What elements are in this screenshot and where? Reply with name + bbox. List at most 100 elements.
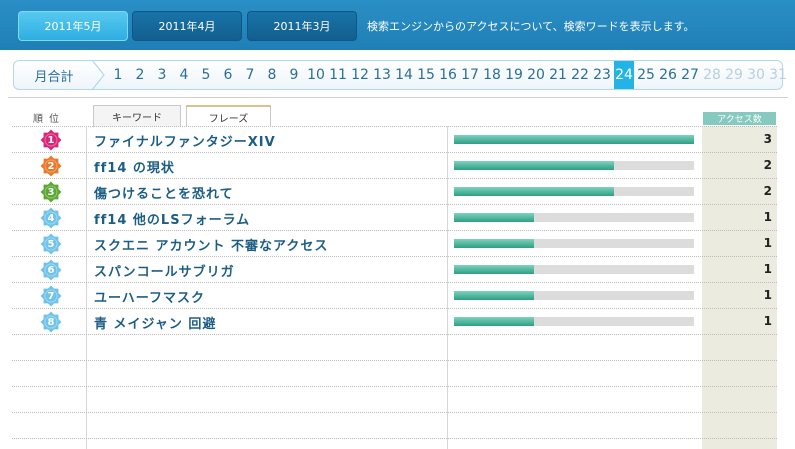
count-column-background (702, 126, 777, 449)
day-link[interactable]: 1 (113, 67, 123, 83)
day-link[interactable]: 23 (593, 67, 611, 83)
ranking-panel (8, 97, 788, 449)
row-divider (12, 438, 777, 439)
row-divider (12, 282, 777, 283)
day-link[interactable]: 11 (329, 67, 347, 83)
day-link[interactable]: 12 (351, 67, 369, 83)
access-count: 1 (763, 210, 772, 224)
day-link[interactable]: 22 (571, 67, 589, 83)
access-bar-track (454, 161, 694, 170)
row-divider (12, 152, 777, 153)
rank-column-header: 順位 (33, 114, 65, 125)
search-phrase-link[interactable]: スパンコールサブリガ (94, 265, 235, 280)
table-row: 5 スクエニ アカウント 不審なアクセス 1 (12, 231, 777, 257)
day-link[interactable]: 18 (483, 67, 501, 83)
day-link[interactable]: 6 (223, 67, 233, 83)
rank-number: 1 (47, 134, 55, 146)
divider (447, 126, 448, 449)
month-tab[interactable]: 2011年5月 (18, 11, 128, 41)
access-bar-track (454, 265, 694, 274)
search-phrase-link[interactable]: ファイナルファンタジーXIV (94, 135, 276, 150)
search-phrase-link[interactable]: ユーハーフマスク (94, 291, 205, 306)
day-link[interactable]: 19 (505, 67, 523, 83)
day-link[interactable]: 26 (659, 67, 677, 83)
day-link[interactable]: 5 (201, 67, 211, 83)
month-tab[interactable]: 2011年4月 (132, 11, 242, 41)
rank-number: 3 (47, 186, 55, 198)
rank-number: 2 (47, 160, 55, 172)
rank-badge-icon: 8 (40, 311, 62, 333)
rank-number: 4 (47, 212, 55, 224)
search-phrase-link[interactable]: スクエニ アカウント 不審なアクセス (94, 239, 329, 254)
day-link[interactable]: 3 (157, 67, 167, 83)
divider (86, 126, 87, 449)
day-link[interactable]: 13 (373, 67, 391, 83)
search-phrase-link[interactable]: 傷つけることを恐れて (94, 187, 234, 202)
day-navigation: 月合計 1 2 3 4 5 6 7 8 9 10 11 12 13 14 15 16 17 18 19 20 21 22 2… (13, 60, 787, 90)
day-link[interactable]: 21 (549, 67, 567, 83)
day-link[interactable]: 4 (179, 67, 189, 83)
rank-badge-icon: 4 (40, 207, 62, 229)
tab-keyword[interactable]: キーワード (93, 105, 181, 127)
table-row: 6 スパンコールサブリガ 1 (12, 257, 777, 283)
access-bar-track (454, 187, 694, 196)
day-link[interactable]: 20 (527, 67, 545, 83)
rank-badge-icon: 3 (40, 181, 62, 203)
search-phrase-link[interactable]: ff14 の現状 (94, 161, 175, 176)
day-link[interactable]: 10 (307, 67, 325, 83)
access-bar (454, 291, 534, 300)
table-row: 2 ff14 の現状 2 (12, 153, 777, 179)
day-link[interactable]: 24 (614, 61, 634, 89)
day-link: 29 (725, 67, 743, 83)
day-link[interactable]: 17 (461, 67, 479, 83)
rank-number: 5 (47, 238, 55, 250)
row-divider (12, 178, 777, 179)
access-bar (454, 317, 534, 326)
row-divider (12, 126, 777, 127)
search-phrase-link[interactable]: 青 メイジャン 回避 (94, 317, 217, 332)
search-phrase-link[interactable]: ff14 他のLSフォーラム (94, 213, 251, 228)
chevron-right-icon (91, 60, 105, 90)
access-bar-track (454, 291, 694, 300)
day-link: 31 (769, 67, 787, 83)
access-count: 1 (763, 288, 772, 302)
rank-badge-icon: 5 (40, 233, 62, 255)
access-bar-track (454, 135, 694, 144)
access-count: 2 (763, 184, 772, 198)
row-divider (12, 230, 777, 231)
access-count: 1 (763, 236, 772, 250)
monthly-total-button[interactable]: 月合計 (34, 69, 74, 85)
access-bar (454, 161, 614, 170)
access-bar (454, 213, 534, 222)
day-link: 30 (747, 67, 765, 83)
tab-phrase[interactable]: フレーズ (186, 105, 271, 127)
access-bar (454, 239, 534, 248)
day-link[interactable]: 14 (395, 67, 413, 83)
access-count: 2 (763, 158, 772, 172)
row-divider (12, 386, 777, 387)
access-bar-track (454, 239, 694, 248)
day-link[interactable]: 2 (135, 67, 145, 83)
day-link[interactable]: 7 (245, 67, 255, 83)
access-bar (454, 187, 614, 196)
day-link[interactable]: 25 (637, 67, 655, 83)
table-row: 3 傷つけることを恐れて 2 (12, 179, 777, 205)
rank-number: 6 (47, 264, 55, 276)
day-link[interactable]: 8 (267, 67, 277, 83)
table-row: 7 ユーハーフマスク 1 (12, 283, 777, 309)
row-divider (12, 256, 777, 257)
table-row: 8 青 メイジャン 回避 1 (12, 309, 777, 335)
access-bar-track (454, 213, 694, 222)
day-link[interactable]: 27 (681, 67, 699, 83)
row-divider (12, 360, 777, 361)
month-tab[interactable]: 2011年3月 (247, 11, 357, 41)
day-link[interactable]: 15 (417, 67, 435, 83)
rank-badge-icon: 7 (40, 285, 62, 307)
rank-badge-icon: 1 (40, 129, 62, 151)
row-divider (12, 412, 777, 413)
day-link[interactable]: 9 (289, 67, 299, 83)
rank-badge-icon: 6 (40, 259, 62, 281)
day-link[interactable]: 16 (439, 67, 457, 83)
access-count-header: アクセス数 (703, 112, 776, 125)
rank-number: 7 (47, 290, 55, 302)
